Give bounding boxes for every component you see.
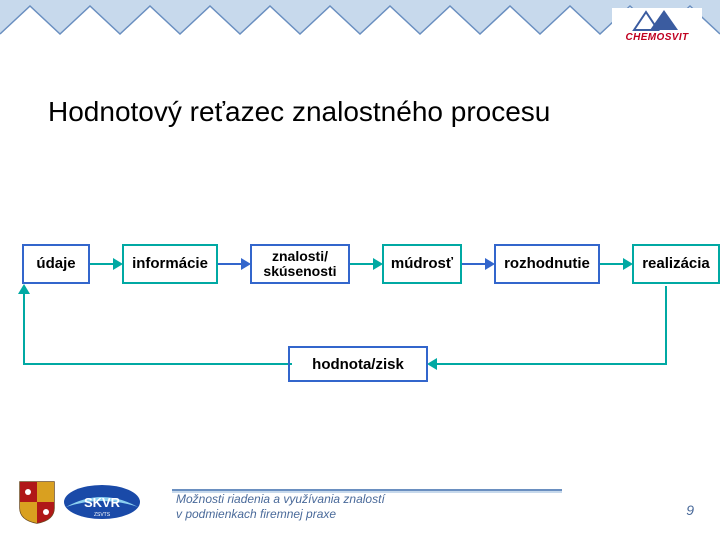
footer-line-2: v podmienkach firemnej praxe: [176, 507, 385, 522]
slide-title: Hodnotový reťazec znalostného procesu: [48, 96, 550, 128]
company-logo: CHEMOSVIT: [612, 8, 702, 48]
chain-box-1: informácie: [122, 244, 218, 284]
chain-box-label: znalosti/skúsenosti: [263, 249, 336, 278]
chain-box-0: údaje: [22, 244, 90, 284]
footer-caption: Možnosti riadenia a využívania znalostí …: [176, 492, 385, 522]
slide-root: CHEMOSVIT Hodnotový reťazec znalostného …: [0, 0, 720, 540]
chain-box-label: múdrosť: [391, 256, 453, 272]
chain-box-label: údaje: [36, 256, 75, 272]
feedback-box: hodnota/zisk: [288, 346, 428, 382]
footer-line-1: Možnosti riadenia a využívania znalostí: [176, 492, 385, 507]
chain-box-2: znalosti/skúsenosti: [250, 244, 350, 284]
footer-logos: SKVR ZSVTS: [18, 480, 158, 524]
oval-logo-icon: SKVR ZSVTS: [62, 483, 142, 521]
svg-text:ZSVTS: ZSVTS: [94, 512, 111, 518]
svg-text:SKVR: SKVR: [84, 495, 121, 510]
chain-box-4: rozhodnutie: [494, 244, 600, 284]
chain-box-label: realizácia: [642, 256, 710, 272]
chain-box-label: informácie: [132, 256, 208, 272]
feedback-label: hodnota/zisk: [312, 356, 404, 373]
value-chain: údaje informácie znalosti/skúsenosti múdros…: [22, 244, 698, 292]
footer-divider: [172, 480, 562, 484]
chain-box-label: rozhodnutie: [504, 256, 590, 272]
company-logo-text: CHEMOSVIT: [612, 32, 702, 43]
chain-box-5: realizácia: [632, 244, 720, 284]
page-number: 9: [686, 502, 694, 518]
chain-box-3: múdrosť: [382, 244, 462, 284]
crest-icon: [18, 480, 56, 524]
